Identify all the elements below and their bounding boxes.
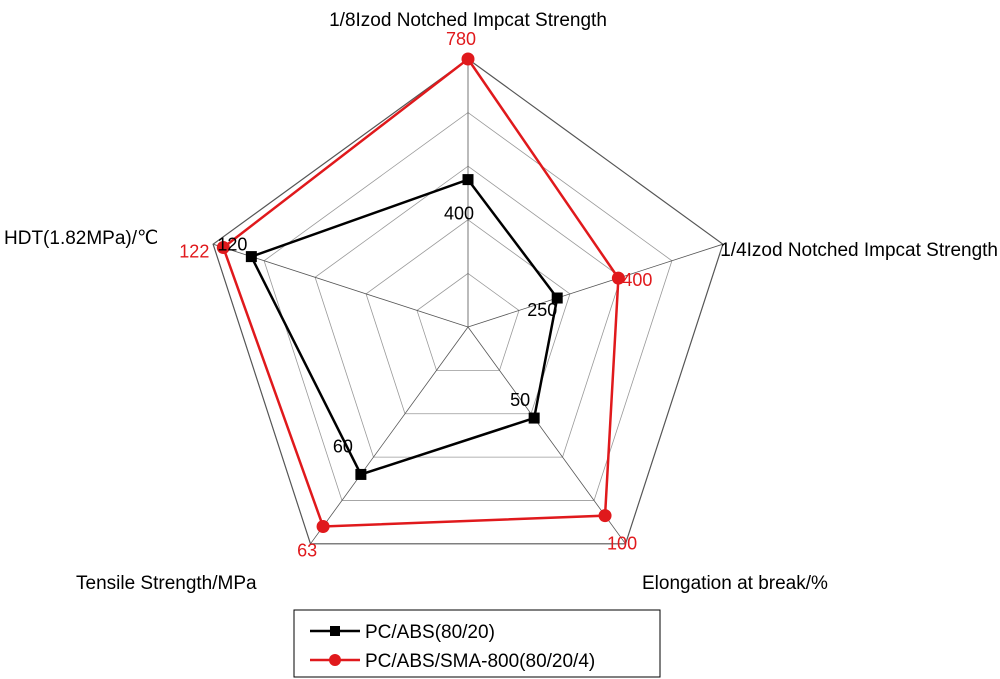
grid-ring-5	[212, 58, 724, 545]
axis-label-1-4-izod: 1/4Izod Notched Impcat Strength	[720, 240, 998, 261]
value-labels: 400 250 50 60 120 780 400 100 63 122	[179, 29, 652, 560]
grid-ring-2	[365, 219, 571, 415]
spoke-1	[467, 243, 724, 328]
value-label-black-4: 120	[217, 235, 247, 255]
grid-ring-1	[416, 272, 520, 371]
series-1-point-3	[316, 519, 330, 533]
value-label-black-0: 400	[444, 204, 474, 224]
legend-text-pc-abs-sma: PC/ABS/SMA-800(80/20/4)	[365, 651, 595, 672]
value-label-black-3: 60	[333, 436, 353, 456]
axis-label-hdt: HDT(1.82MPa)/℃	[4, 228, 158, 249]
series-line-0	[249, 178, 559, 476]
grid-ring-3	[314, 165, 622, 458]
series-layer	[216, 52, 625, 533]
value-label-black-2: 50	[510, 390, 530, 410]
series-0-point-4	[245, 251, 257, 263]
axis-label-tensile: Tensile Strength/MPa	[76, 573, 257, 594]
value-label-red-4: 122	[179, 241, 209, 261]
value-label-red-2: 100	[607, 534, 637, 554]
series-1-point-1	[611, 271, 625, 285]
series-0-point-0	[462, 174, 474, 186]
legend-marker-square	[330, 626, 340, 636]
radar-spokes	[212, 59, 724, 545]
legend: PC/ABS(80/20) PC/ABS/SMA-800(80/20/4)	[293, 609, 661, 678]
series-line-1	[221, 57, 620, 528]
axis-label-elongation: Elongation at break/%	[642, 573, 828, 594]
series-0-point-1	[551, 292, 563, 304]
radar-grid	[212, 58, 724, 545]
axis-label-1-8-izod: 1/8Izod Notched Impcat Strength	[329, 10, 607, 31]
grid-ring-4	[263, 112, 673, 501]
value-label-red-0: 780	[446, 29, 476, 49]
series-1-point-2	[598, 509, 612, 523]
series-0-point-2	[528, 412, 540, 424]
legend-marker-circle	[329, 654, 341, 666]
value-label-red-3: 63	[297, 540, 317, 560]
series-1-point-0	[461, 52, 475, 66]
legend-text-pc-abs: PC/ABS(80/20)	[365, 622, 495, 643]
value-label-red-1: 400	[622, 270, 652, 290]
series-0-point-3	[355, 468, 367, 480]
legend-box	[293, 609, 661, 678]
series-1-point-4	[216, 240, 230, 254]
spoke-2	[467, 326, 626, 545]
spoke-3	[310, 326, 469, 545]
value-label-black-1: 250	[527, 300, 557, 320]
